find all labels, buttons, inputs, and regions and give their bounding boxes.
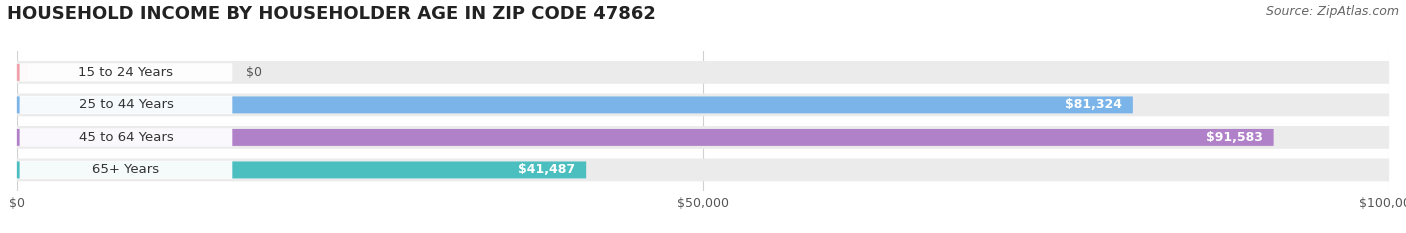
Text: HOUSEHOLD INCOME BY HOUSEHOLDER AGE IN ZIP CODE 47862: HOUSEHOLD INCOME BY HOUSEHOLDER AGE IN Z… [7, 5, 657, 23]
FancyBboxPatch shape [17, 129, 1274, 146]
FancyBboxPatch shape [17, 93, 1389, 116]
Text: Source: ZipAtlas.com: Source: ZipAtlas.com [1265, 5, 1399, 18]
Text: $41,487: $41,487 [517, 163, 575, 176]
FancyBboxPatch shape [17, 61, 1389, 84]
FancyBboxPatch shape [17, 96, 1133, 113]
Text: 65+ Years: 65+ Years [93, 163, 159, 176]
FancyBboxPatch shape [20, 63, 232, 82]
FancyBboxPatch shape [17, 126, 1389, 149]
FancyBboxPatch shape [17, 64, 28, 81]
FancyBboxPatch shape [20, 128, 232, 147]
Text: 45 to 64 Years: 45 to 64 Years [79, 131, 173, 144]
Text: $81,324: $81,324 [1064, 98, 1122, 111]
FancyBboxPatch shape [20, 161, 232, 179]
Text: 15 to 24 Years: 15 to 24 Years [79, 66, 173, 79]
FancyBboxPatch shape [20, 96, 232, 114]
Text: $0: $0 [246, 66, 262, 79]
FancyBboxPatch shape [17, 158, 1389, 181]
FancyBboxPatch shape [17, 161, 586, 178]
Text: 25 to 44 Years: 25 to 44 Years [79, 98, 173, 111]
Text: $91,583: $91,583 [1206, 131, 1263, 144]
